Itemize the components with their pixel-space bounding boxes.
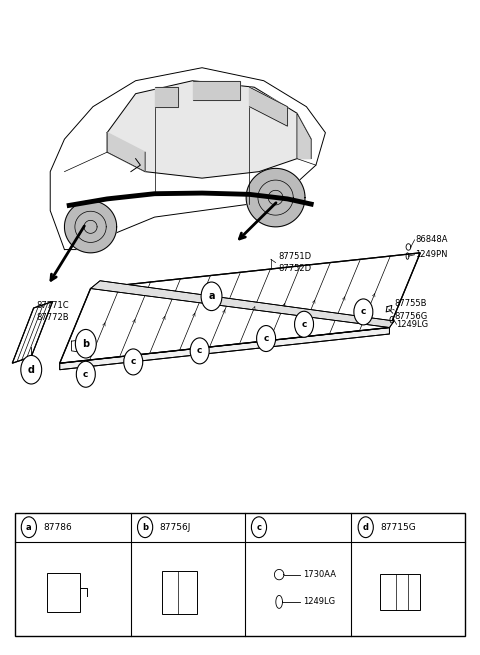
Text: c: c: [131, 358, 136, 366]
Polygon shape: [12, 301, 53, 364]
Text: 1249PN: 1249PN: [416, 250, 448, 259]
Circle shape: [21, 356, 42, 384]
Circle shape: [201, 282, 222, 310]
Text: c: c: [264, 334, 269, 343]
Circle shape: [75, 329, 96, 358]
Text: c: c: [197, 346, 203, 356]
Polygon shape: [107, 133, 145, 172]
Polygon shape: [155, 87, 179, 107]
Polygon shape: [107, 81, 311, 178]
Text: 87755B
87756G: 87755B 87756G: [394, 299, 428, 321]
Text: 87715G: 87715G: [380, 523, 416, 532]
Polygon shape: [192, 81, 240, 100]
Circle shape: [354, 299, 373, 325]
Polygon shape: [60, 253, 420, 364]
Circle shape: [124, 349, 143, 375]
Text: 86848A: 86848A: [416, 235, 448, 244]
Circle shape: [257, 326, 276, 352]
Text: 1249LG: 1249LG: [396, 320, 429, 329]
Polygon shape: [297, 113, 311, 159]
Polygon shape: [64, 201, 117, 253]
Text: b: b: [82, 339, 89, 348]
Circle shape: [76, 362, 96, 387]
Text: c: c: [301, 320, 307, 329]
Bar: [380, 574, 420, 610]
Text: 1730AA: 1730AA: [303, 570, 336, 579]
Polygon shape: [60, 328, 389, 369]
Circle shape: [138, 517, 153, 538]
Circle shape: [190, 338, 209, 364]
Circle shape: [252, 517, 266, 538]
Text: c: c: [83, 370, 88, 379]
Polygon shape: [246, 168, 305, 227]
Text: a: a: [208, 291, 215, 301]
Text: 87751D
87752D: 87751D 87752D: [278, 252, 311, 273]
Polygon shape: [91, 281, 394, 328]
Text: 87771C
87772B: 87771C 87772B: [36, 301, 69, 322]
Circle shape: [358, 517, 373, 538]
Text: b: b: [142, 523, 148, 532]
Text: 87756J: 87756J: [159, 523, 191, 532]
Circle shape: [295, 311, 313, 337]
Bar: [47, 572, 80, 612]
Bar: [14, 513, 466, 636]
Text: a: a: [26, 523, 32, 532]
Polygon shape: [50, 67, 325, 250]
Text: c: c: [360, 307, 366, 316]
Text: c: c: [256, 523, 262, 532]
Text: d: d: [363, 523, 369, 532]
Circle shape: [21, 517, 36, 538]
Bar: [162, 571, 197, 614]
Text: d: d: [28, 365, 35, 375]
Text: 87786: 87786: [43, 523, 72, 532]
Text: 1249LG: 1249LG: [303, 597, 335, 607]
Polygon shape: [250, 87, 288, 126]
